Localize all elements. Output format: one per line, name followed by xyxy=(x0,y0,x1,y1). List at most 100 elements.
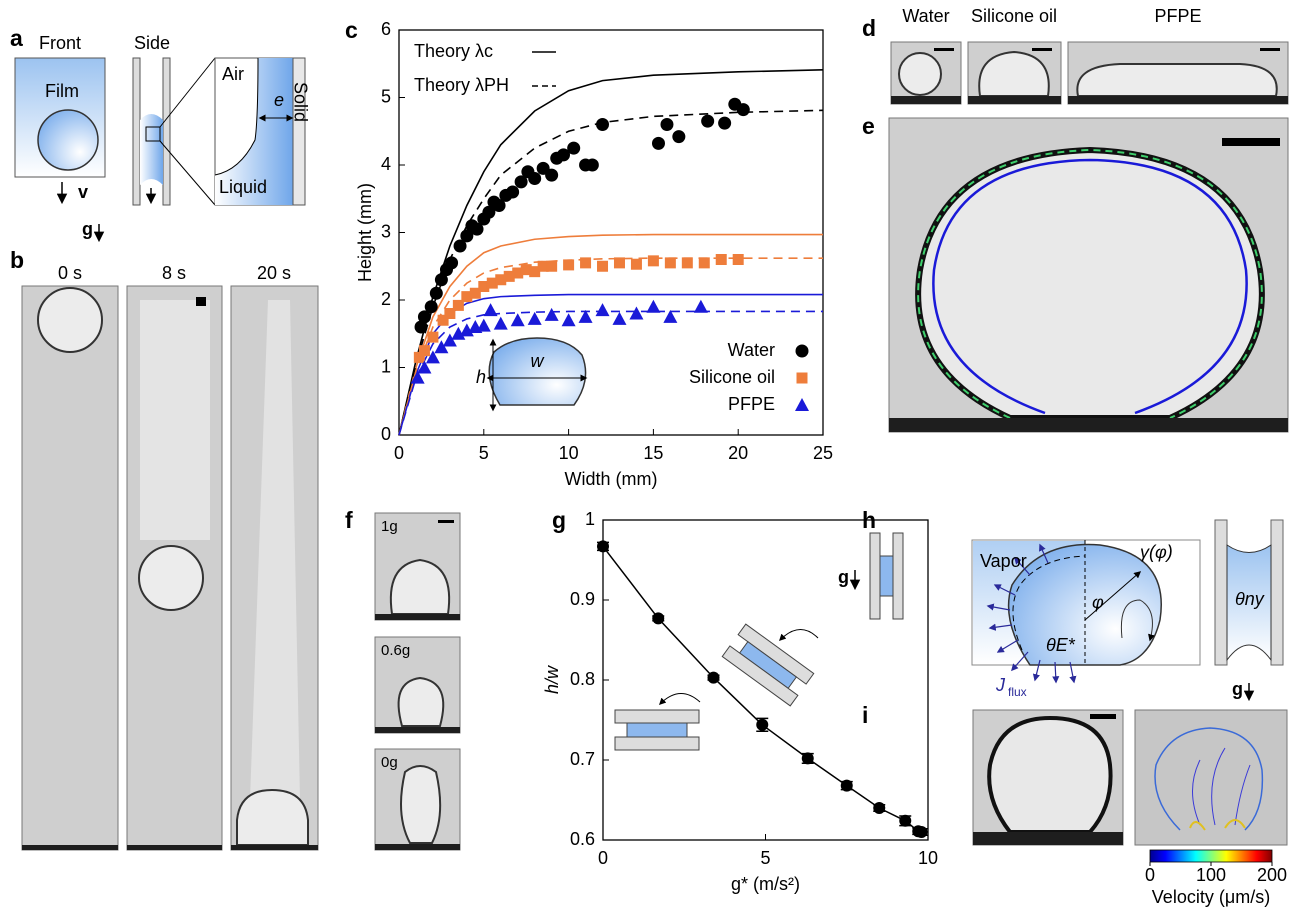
point xyxy=(579,310,593,323)
x-tick-label: 0 xyxy=(394,443,404,463)
wall xyxy=(1271,520,1283,665)
point xyxy=(802,752,814,764)
gravity-label: 0g xyxy=(381,754,398,771)
point xyxy=(562,313,576,326)
y-tick-label: 0.7 xyxy=(570,749,595,769)
tilt-sketch xyxy=(722,624,813,706)
legend-label: Theory λPH xyxy=(414,75,509,95)
gravity: g xyxy=(82,219,93,239)
point xyxy=(699,257,710,268)
x-tick-label: 10 xyxy=(559,443,579,463)
theory-curve xyxy=(399,295,823,435)
drop xyxy=(401,766,440,843)
point xyxy=(694,300,708,313)
panel-label: i xyxy=(862,702,868,728)
point xyxy=(652,137,665,150)
point xyxy=(563,259,574,270)
x-tick-label: 20 xyxy=(728,443,748,463)
panel-a: a Front Side Film v Air Solid e Liquid g xyxy=(10,25,310,240)
colorbar xyxy=(1150,850,1272,862)
point xyxy=(445,256,458,269)
point xyxy=(899,815,911,827)
y-tick-label: 1 xyxy=(381,356,391,376)
drop xyxy=(1077,64,1276,96)
panel-label: d xyxy=(862,15,876,41)
point xyxy=(612,312,626,325)
point xyxy=(506,186,519,199)
scale-bar xyxy=(1032,48,1052,51)
arrow xyxy=(780,629,818,640)
drop xyxy=(989,718,1110,832)
chart: c05101520250123456Width (mm)Height (mm)T… xyxy=(345,17,833,489)
panel-label: g xyxy=(552,507,566,533)
x-tick-label: 15 xyxy=(643,443,663,463)
panel-label: c xyxy=(345,17,358,43)
label: Film xyxy=(45,81,79,101)
floor xyxy=(968,96,1061,104)
drop xyxy=(237,790,308,845)
point xyxy=(737,103,750,116)
point xyxy=(597,261,608,272)
wall xyxy=(133,58,140,205)
point xyxy=(484,303,498,316)
image-title: Silicone oil xyxy=(971,6,1057,26)
point xyxy=(580,257,591,268)
floor xyxy=(375,844,460,850)
point xyxy=(841,780,853,792)
point xyxy=(718,117,731,130)
x-tick-label: 25 xyxy=(813,443,833,463)
point xyxy=(596,118,609,131)
inset-drop xyxy=(489,338,585,405)
plate xyxy=(870,533,880,619)
label: Air xyxy=(222,64,244,84)
gravity-label: 0.6g xyxy=(381,642,410,659)
panel-e: e xyxy=(862,113,1288,432)
caption: Front xyxy=(39,33,81,53)
panel-b: b 0 s8 s20 s xyxy=(10,247,318,850)
point xyxy=(427,332,438,343)
point xyxy=(614,257,625,268)
point xyxy=(419,345,430,356)
label: θE* xyxy=(1046,635,1076,655)
y-axis-title: Height (mm) xyxy=(355,183,375,282)
point xyxy=(596,303,610,316)
y-axis-title: h/w xyxy=(542,665,562,694)
floor xyxy=(375,614,460,620)
floor xyxy=(127,845,222,850)
panel-label: b xyxy=(10,247,24,273)
point xyxy=(629,307,643,320)
point xyxy=(646,300,660,313)
floor xyxy=(889,418,1288,432)
x-tick-label: 5 xyxy=(760,848,770,868)
label: φ xyxy=(1092,592,1104,612)
floor xyxy=(1068,96,1288,104)
drop xyxy=(399,678,444,726)
drop xyxy=(899,53,941,95)
x-tick-label: 0 xyxy=(598,848,608,868)
floor xyxy=(973,832,1123,845)
caption: Side xyxy=(134,33,170,53)
drop xyxy=(139,546,203,610)
y-tick-label: 0 xyxy=(381,424,391,444)
scale-bar xyxy=(196,297,206,306)
point xyxy=(873,802,885,814)
wall xyxy=(1215,520,1227,665)
legend-label: PFPE xyxy=(728,394,775,414)
scale-bar xyxy=(1260,48,1280,51)
legend-marker xyxy=(797,373,808,384)
y-tick-label: 2 xyxy=(381,289,391,309)
image-title: PFPE xyxy=(1154,6,1201,26)
point xyxy=(528,312,542,325)
label: v xyxy=(78,182,88,202)
legend-marker xyxy=(796,345,809,358)
inset-label: w xyxy=(531,351,545,371)
trail xyxy=(140,300,210,540)
figure: a Front Side Film v Air Solid e Liquid g… xyxy=(0,0,1302,912)
x-tick-label: 10 xyxy=(918,848,938,868)
x-axis-title: Width (mm) xyxy=(565,469,658,489)
drop xyxy=(38,288,102,352)
plate xyxy=(893,533,903,619)
label: Liquid xyxy=(219,177,267,197)
point xyxy=(672,130,685,143)
